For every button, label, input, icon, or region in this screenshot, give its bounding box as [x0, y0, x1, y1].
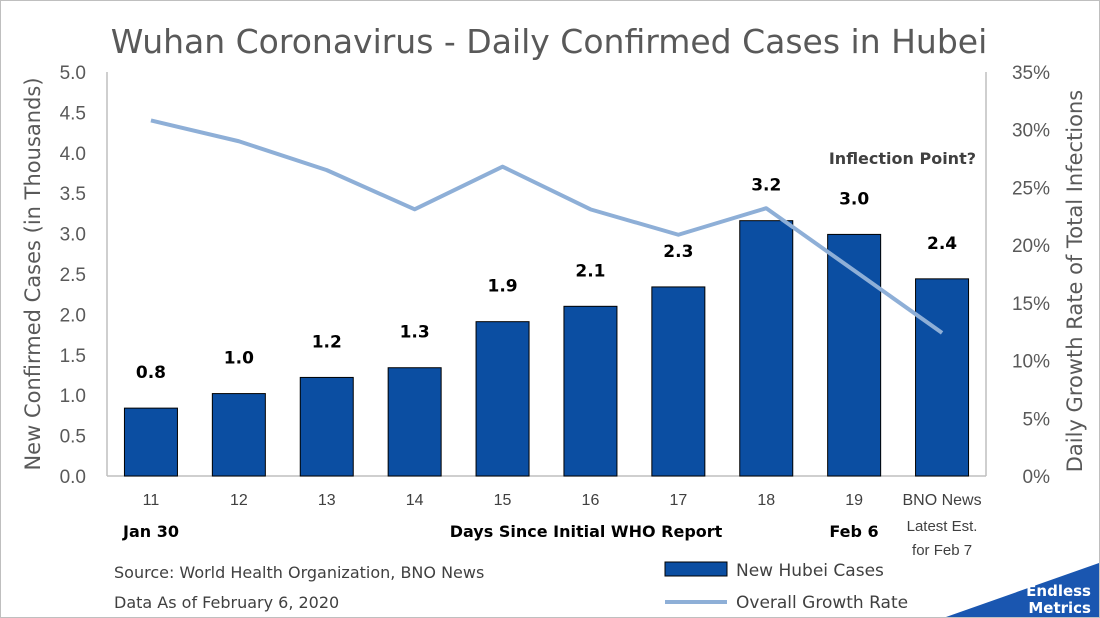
x-tick-label: BNO News — [902, 492, 981, 509]
bar — [563, 305, 618, 477]
x-axis-label: Days Since Initial WHO Report — [450, 522, 723, 541]
y2-tick-labels: 0% 5% 10% 15% 20% 25% 30% 35% — [1012, 63, 1050, 488]
bar — [651, 286, 706, 477]
y2-axis-label: Daily Growth Rate of Total Infections — [1063, 90, 1087, 473]
y-axis-label: New Confirmed Cases (in Thousands) — [21, 77, 45, 470]
data-labels: 0.8 1.0 1.2 1.3 1.9 2.1 2.3 3.2 3.0 2.4 — [136, 176, 957, 383]
y-tick-labels: 0.0 0.5 1.0 1.5 2.0 2.5 3.0 3.5 4.0 4.5 5.0 — [60, 63, 86, 488]
bar — [387, 367, 442, 477]
logo-line-2: Metrics — [1028, 599, 1091, 617]
logo-triangle — [946, 563, 1099, 617]
bar — [915, 278, 970, 477]
y-tick-label: 3.5 — [60, 184, 86, 205]
end-date-label: Feb 6 — [829, 522, 878, 541]
y2-tick-label: 20% — [1012, 236, 1050, 257]
y2-tick-label: 25% — [1012, 178, 1050, 199]
bar — [123, 407, 178, 477]
bar-data-label: 1.0 — [224, 349, 254, 369]
source-line-2: Data As of February 6, 2020 — [114, 593, 339, 612]
bar — [475, 321, 530, 477]
x-tick-label: 11 — [143, 492, 160, 509]
y-tick-label: 1.0 — [60, 386, 86, 407]
bar-data-label: 3.2 — [751, 176, 781, 196]
legend: New Hubei Cases Overall Growth Rate — [664, 561, 908, 613]
bar-data-label: 1.2 — [312, 332, 342, 352]
x-tick-label: 15 — [494, 492, 512, 509]
inflection-annotation: Inflection Point? — [829, 149, 976, 168]
x-tick-label: 12 — [230, 492, 248, 509]
y2-tick-label: 15% — [1012, 294, 1050, 315]
start-date-label: Jan 30 — [122, 522, 179, 541]
legend-label-line: Overall Growth Rate — [736, 593, 908, 613]
y2-tick-label: 5% — [1023, 409, 1051, 430]
bar-data-label: 2.1 — [575, 261, 605, 281]
y2-tick-label: 35% — [1012, 63, 1050, 84]
line-series — [150, 118, 944, 335]
bar-data-label: 1.3 — [400, 323, 430, 343]
bar — [299, 376, 354, 477]
x-tick-label: 13 — [318, 492, 336, 509]
x-tick-label: 14 — [406, 492, 424, 509]
bar-data-label: 2.4 — [927, 234, 957, 254]
growth-rate-line — [150, 118, 944, 335]
y-tick-label: 4.0 — [60, 144, 86, 165]
y-tick-label: 2.0 — [60, 305, 86, 326]
bar — [211, 393, 266, 477]
bar-series — [123, 220, 970, 477]
y-tick-label: 3.0 — [60, 225, 86, 246]
source-line-1: Source: World Health Organization, BNO N… — [114, 563, 484, 582]
bar-data-label: 2.3 — [663, 242, 693, 262]
y-tick-label: 2.5 — [60, 265, 86, 286]
endless-metrics-logo: Endless Metrics — [946, 563, 1099, 617]
y2-tick-label: 30% — [1012, 121, 1050, 142]
y2-tick-label: 10% — [1012, 352, 1050, 373]
x-tick-label-extra: Latest Est. — [907, 518, 978, 535]
y2-tick-label: 0% — [1023, 467, 1051, 488]
x-tick-label: 17 — [669, 492, 687, 509]
bar-data-label: 3.0 — [839, 189, 869, 209]
x-tick-label: 16 — [582, 492, 600, 509]
logo-line-1: Endless — [1026, 582, 1091, 600]
y-tick-label: 0.0 — [60, 467, 86, 488]
y-tick-label: 0.5 — [60, 427, 86, 448]
bar — [739, 220, 794, 477]
chart-title: Wuhan Coronavirus - Daily Confirmed Case… — [111, 22, 988, 61]
legend-swatch-bars — [664, 561, 728, 577]
y-tick-label: 4.5 — [60, 103, 86, 124]
bar-data-label: 0.8 — [136, 363, 166, 383]
bar-data-label: 1.9 — [487, 277, 517, 297]
x-tick-labels: 11 12 13 14 15 16 17 18 19 BNO News Latest Est. for… — [143, 492, 982, 559]
bar — [827, 233, 882, 477]
legend-label-bars: New Hubei Cases — [736, 561, 884, 581]
y-tick-label: 5.0 — [60, 63, 86, 84]
x-tick-label: 18 — [757, 492, 775, 509]
x-tick-label: 19 — [845, 492, 863, 509]
x-tick-label-extra: for Feb 7 — [912, 542, 972, 559]
y-tick-label: 1.5 — [60, 346, 86, 367]
